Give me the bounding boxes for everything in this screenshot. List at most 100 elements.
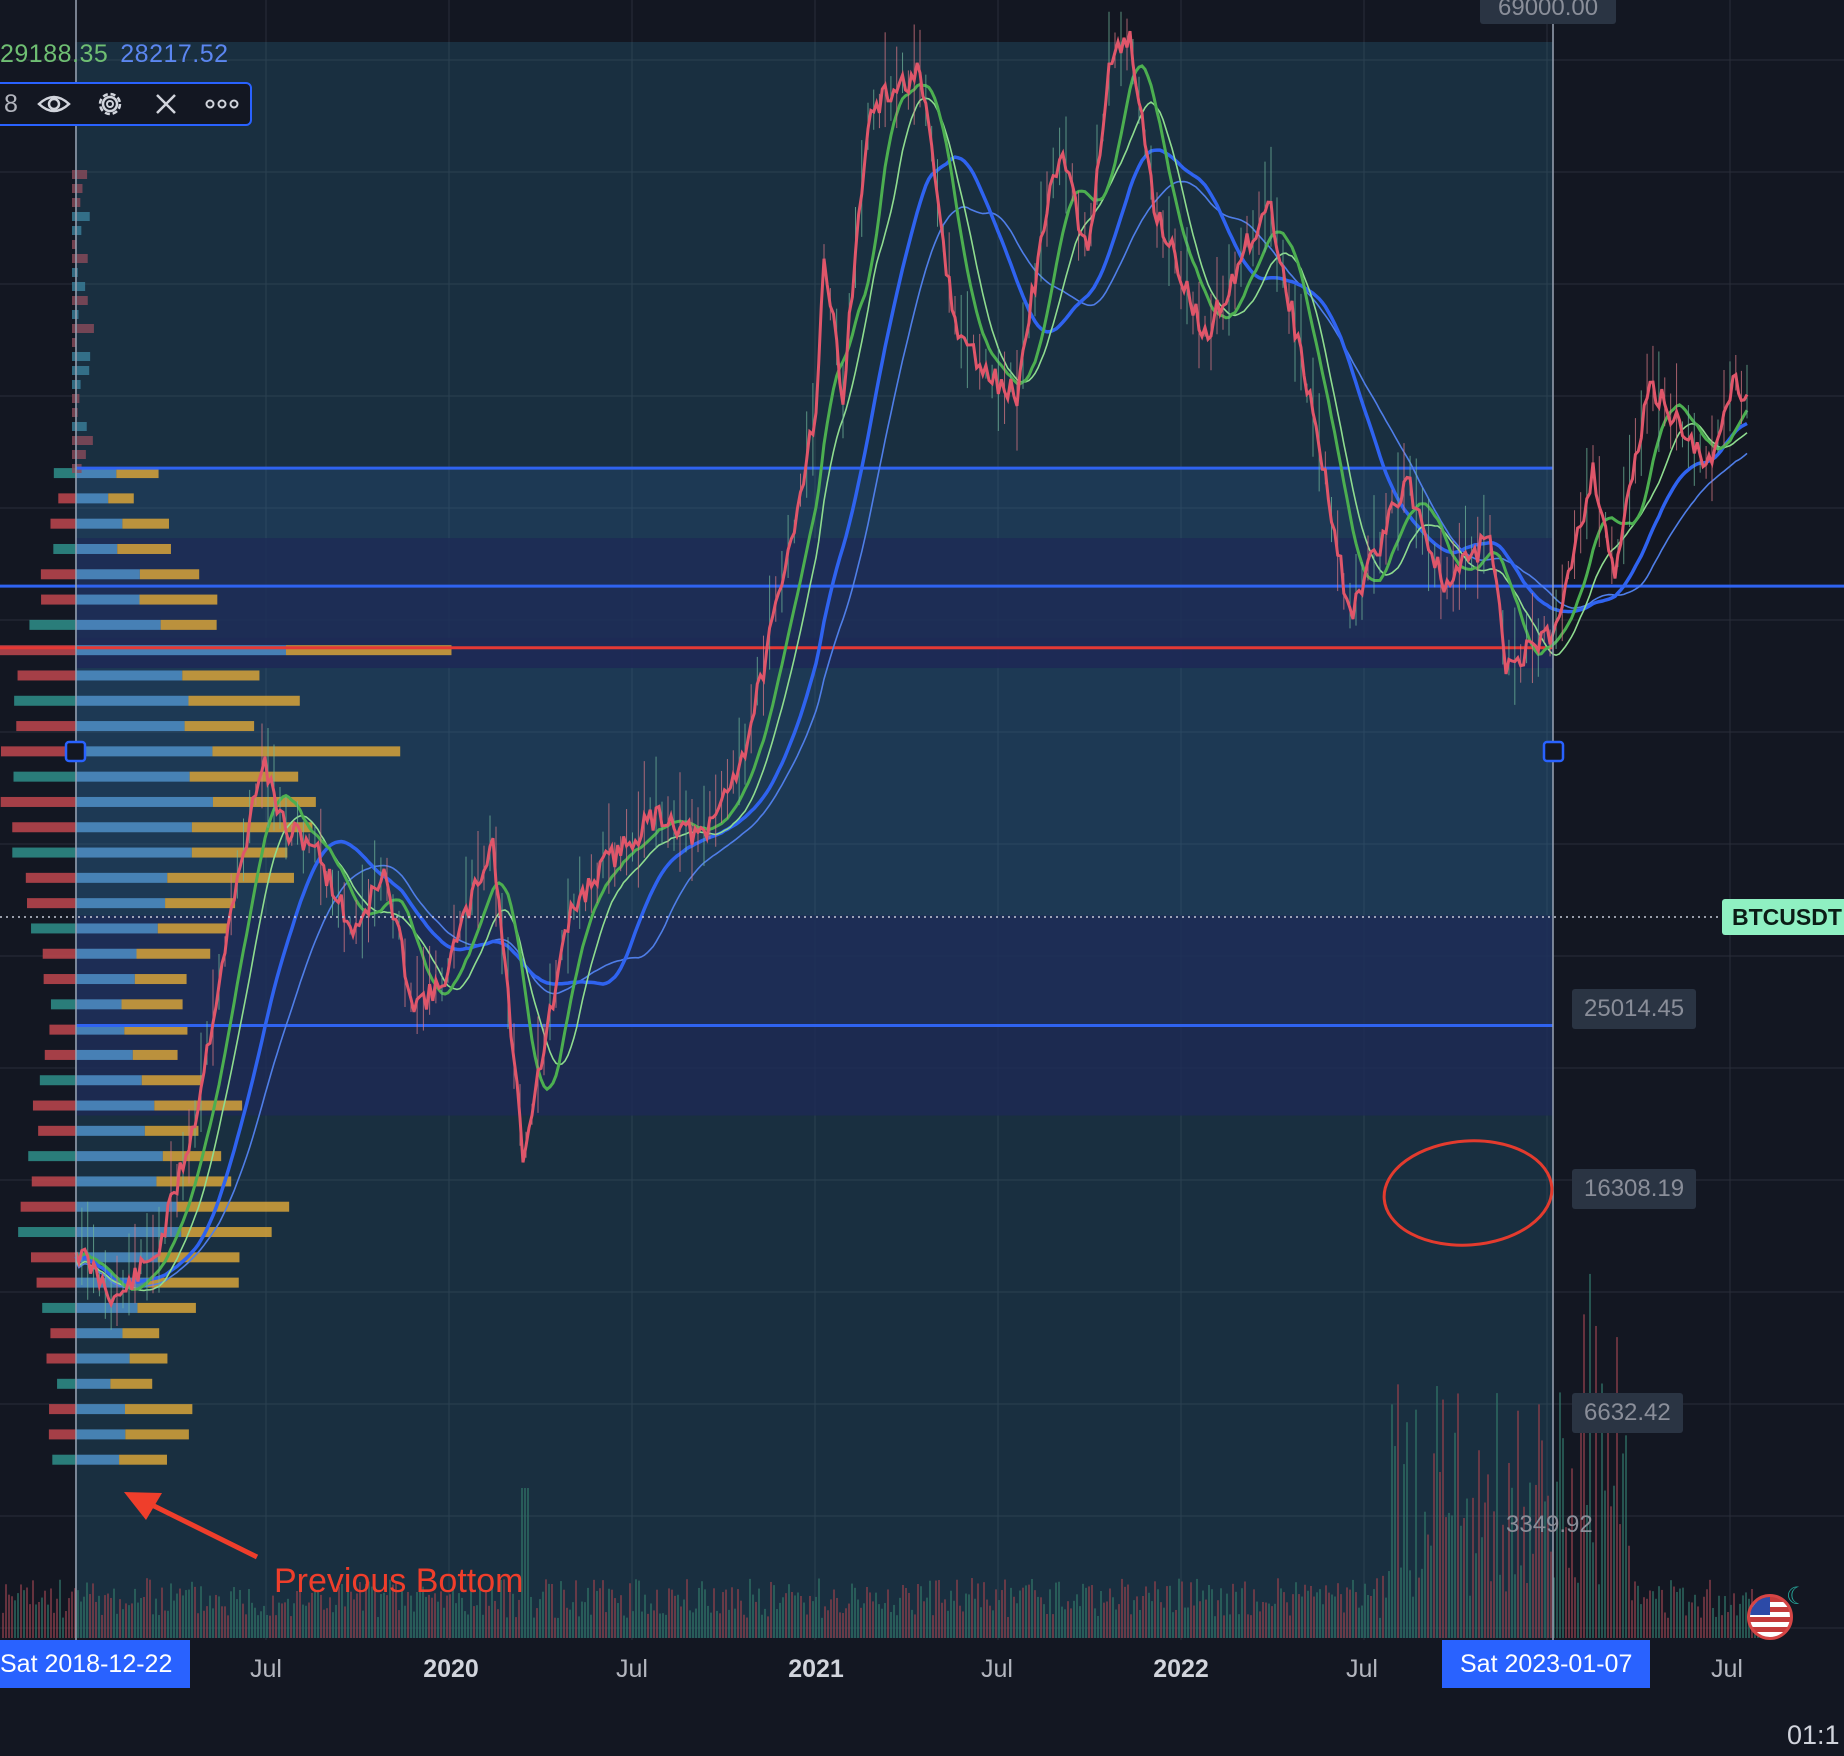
value-area-high-label: 25014.45 [1572, 989, 1697, 1029]
volume-bar [287, 1598, 289, 1638]
volume-bar [1478, 1450, 1480, 1638]
volume-bar [1307, 1590, 1309, 1638]
volume-bar [911, 1609, 913, 1638]
volume-bar [317, 1589, 319, 1638]
volume-bar [1511, 1487, 1513, 1638]
volume-bar [1430, 1545, 1432, 1638]
volume-bar [329, 1597, 331, 1638]
profile-row-down [141, 1075, 203, 1086]
volume-bar [374, 1588, 376, 1638]
volume-bar [1352, 1579, 1354, 1638]
close-icon[interactable] [138, 82, 194, 126]
volume-bar [1142, 1595, 1144, 1638]
profile-row-left [42, 948, 76, 959]
volume-bar [1277, 1578, 1279, 1638]
volume-bar [347, 1589, 349, 1638]
volume-bar [485, 1591, 487, 1638]
volume-bars [2, 1273, 1759, 1638]
volume-bar [1238, 1614, 1240, 1638]
eye-icon[interactable] [26, 82, 82, 126]
volume-bar [527, 1488, 529, 1638]
profile-row-left [13, 771, 76, 782]
range-handle-left[interactable] [64, 740, 87, 763]
volume-bar [851, 1583, 853, 1638]
volume-bar [1151, 1601, 1153, 1638]
volume-bar [1388, 1571, 1390, 1638]
volume-bar [299, 1580, 301, 1638]
profile-row-down [136, 948, 211, 959]
volume-bar [440, 1591, 442, 1638]
profile-row-up [76, 721, 185, 732]
volume-bar [938, 1580, 940, 1638]
volume-bar [833, 1589, 835, 1638]
volume-bar [107, 1593, 109, 1638]
volume-bar [425, 1596, 427, 1638]
volume-bar [1370, 1595, 1372, 1638]
volume-bar [836, 1597, 838, 1638]
volume-bar [560, 1581, 562, 1638]
volume-bar [941, 1602, 943, 1638]
moon-icon: ☾ [1786, 1583, 1808, 1610]
profile-row-up [76, 1024, 125, 1035]
volume-bar [1634, 1581, 1636, 1638]
volume-bar [1229, 1614, 1231, 1638]
volume-bar [1016, 1603, 1018, 1638]
profile-row-down [124, 1404, 193, 1415]
volume-bar [761, 1614, 763, 1638]
volume-bar [1700, 1617, 1702, 1638]
flag-icon[interactable] [1747, 1594, 1793, 1640]
volume-bar [1706, 1589, 1708, 1638]
volume-bar [1280, 1588, 1282, 1638]
volume-bar [56, 1598, 58, 1638]
profile-row-up [76, 645, 286, 656]
volume-bar [1169, 1585, 1171, 1638]
volume-bar [212, 1608, 214, 1638]
profile-row-left [49, 1404, 76, 1415]
volume-bar [1343, 1612, 1345, 1638]
range-handle-right[interactable] [1542, 740, 1565, 763]
legend-value-green: 29188.35 [0, 40, 109, 68]
volume-bar [797, 1592, 799, 1638]
volume-bar [806, 1614, 808, 1638]
volume-bar [590, 1614, 592, 1638]
volume-bar [1688, 1601, 1690, 1638]
profile-row-left [20, 1201, 76, 1212]
profile-row-left [0, 796, 77, 807]
volume-bar [656, 1589, 658, 1638]
volume-bar [584, 1602, 586, 1638]
volume-bar [80, 1601, 82, 1638]
volume-bar [308, 1602, 310, 1638]
more-icon[interactable] [194, 82, 250, 126]
profile-row-left [0, 645, 76, 656]
gear-icon[interactable] [82, 82, 138, 126]
profile-row-up [76, 847, 192, 858]
volume-bar [815, 1596, 817, 1638]
volume-bar [1025, 1585, 1027, 1638]
volume-bar [1349, 1589, 1351, 1638]
range-high-label: 69000.00 [1480, 0, 1617, 24]
profile-row-down [116, 468, 159, 479]
volume-bar [170, 1583, 172, 1638]
volume-bar [44, 1590, 46, 1638]
volume-bar [365, 1583, 367, 1638]
volume-bar [128, 1605, 130, 1638]
volume-bar [1124, 1586, 1126, 1638]
profile-row-up [76, 518, 123, 529]
volume-bar [647, 1613, 649, 1638]
volume-bar [1157, 1589, 1159, 1638]
volume-bar [1439, 1471, 1441, 1638]
profile-row-up [76, 619, 161, 630]
volume-bar [977, 1583, 979, 1638]
volume-bar [728, 1609, 730, 1638]
volume-bar [767, 1616, 769, 1638]
volume-bar [1733, 1593, 1735, 1638]
profile-row-left [57, 1378, 76, 1389]
volume-bar [104, 1595, 106, 1638]
volume-bar [605, 1612, 607, 1638]
volume-bar [1139, 1610, 1141, 1638]
profile-row-left [50, 999, 76, 1010]
volume-bar [1547, 1495, 1549, 1638]
volume-bar [1019, 1590, 1021, 1638]
volume-bar [563, 1589, 565, 1638]
